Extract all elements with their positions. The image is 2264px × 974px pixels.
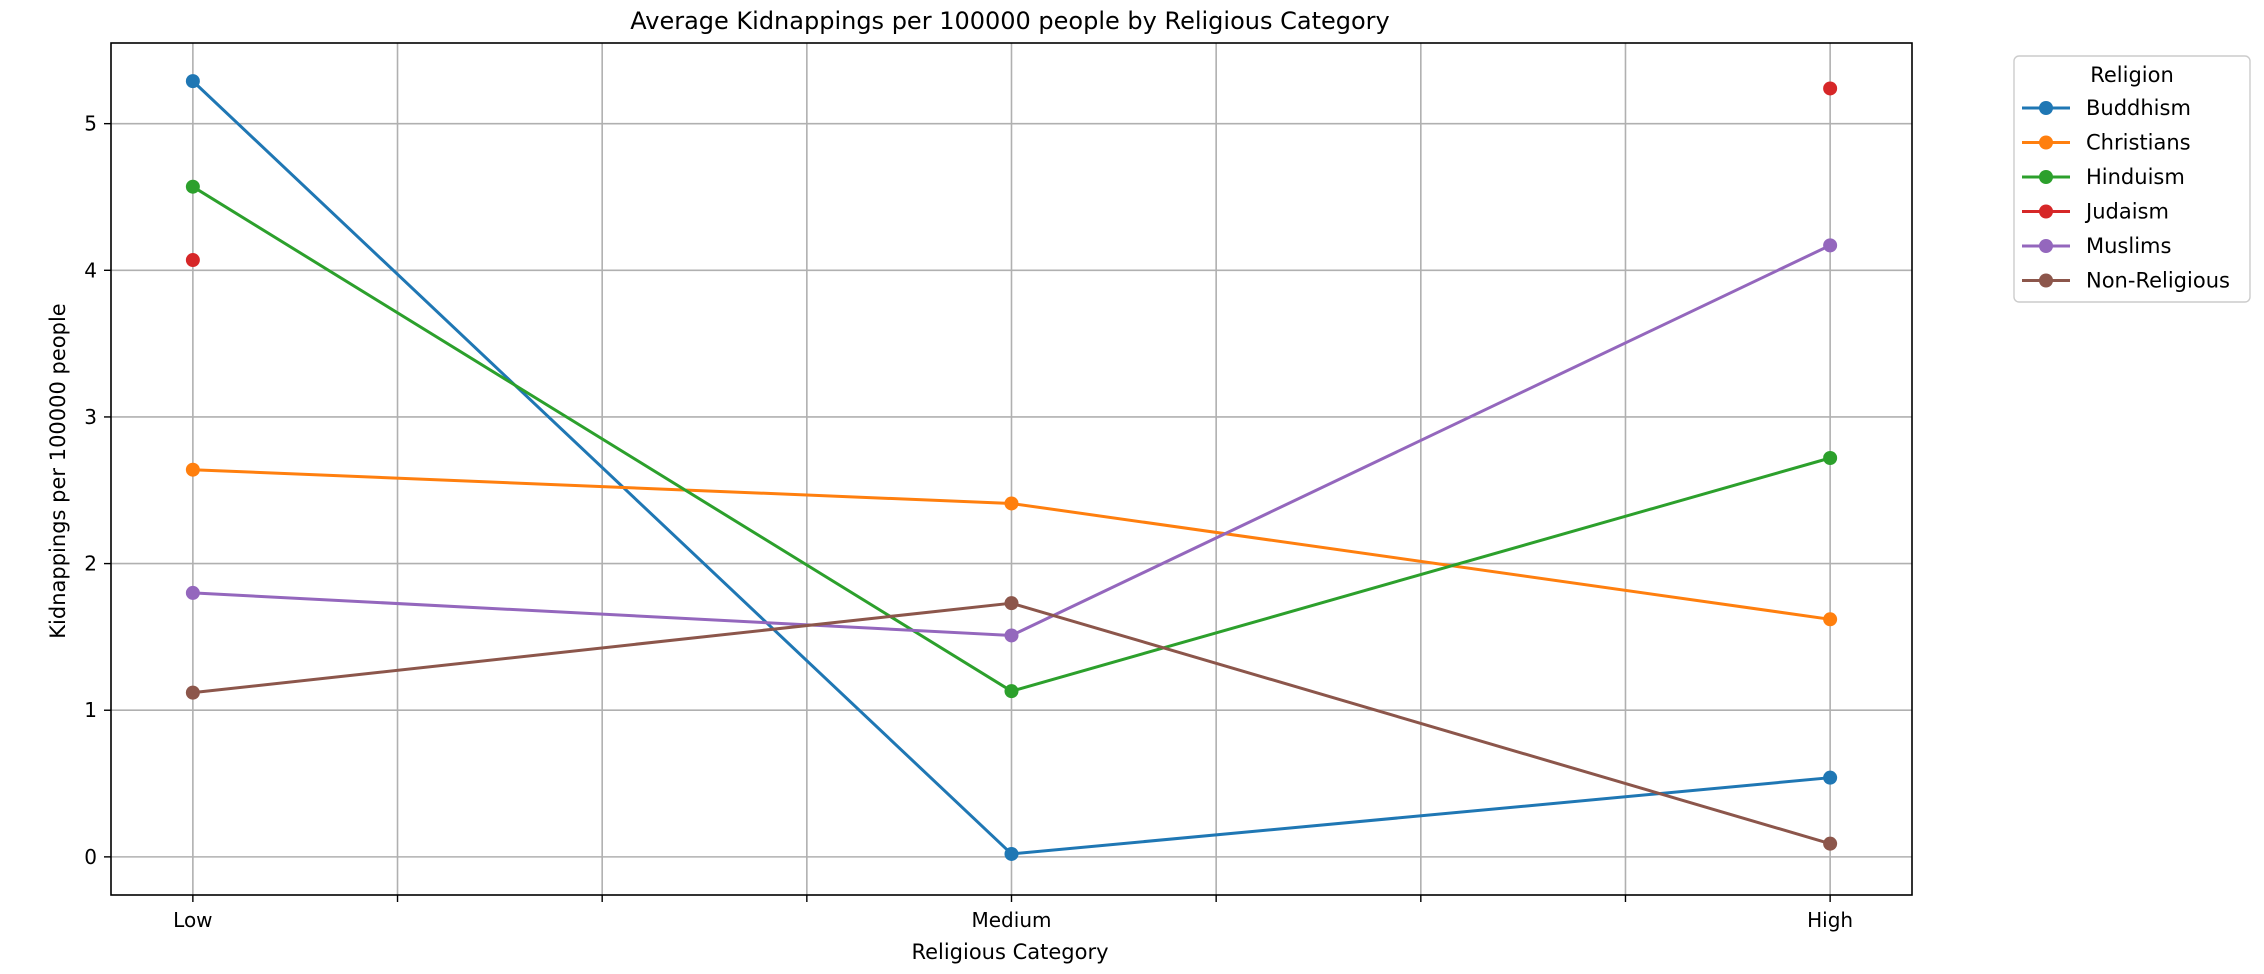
- data-point: [185, 179, 200, 194]
- plot-frame: [110, 42, 1913, 896]
- legend-entry: Hinduism: [2022, 165, 2185, 189]
- x-tick-label: Medium: [972, 908, 1052, 932]
- series-line-segment: [191, 591, 1013, 637]
- y-tick-label: 3: [84, 405, 97, 429]
- legend-marker: [2039, 170, 2053, 184]
- data-point: [1004, 684, 1019, 699]
- legend-label: Christians: [2086, 131, 2191, 155]
- series-line-segment: [191, 468, 1013, 505]
- legend-label: Muslims: [2086, 234, 2171, 258]
- data-point: [1823, 612, 1838, 627]
- legend-frame: [2013, 55, 2251, 303]
- series-muslims: [185, 238, 1838, 643]
- legend-marker: [2039, 273, 2053, 288]
- series-hinduism: [185, 179, 1838, 699]
- data-point: [1823, 770, 1838, 785]
- data-point: [1004, 628, 1019, 643]
- series-line-segment: [1010, 243, 1832, 637]
- legend-label: Judaism: [2084, 200, 2169, 224]
- chart-title: Average Kidnappings per 100000 people by…: [630, 7, 1390, 35]
- series-line-segment: [191, 79, 1013, 856]
- legend-marker: [2039, 239, 2053, 253]
- series-line-segment: [191, 185, 1013, 693]
- legend-entry: Christians: [2022, 131, 2191, 155]
- data-point: [185, 74, 200, 89]
- series-line-segment: [1010, 776, 1832, 856]
- series-buddhism: [185, 74, 1838, 861]
- data-point: [1004, 596, 1019, 611]
- data-point: [1823, 238, 1838, 253]
- legend-marker: [2039, 135, 2053, 150]
- legend-marker: [2039, 101, 2053, 115]
- series-line-segment: [1010, 501, 1832, 621]
- legend: Religion Buddhism Christians Hinduism Judai…: [2013, 55, 2251, 303]
- series-line-segment: [1010, 456, 1832, 693]
- x-tick-label: Low: [173, 908, 212, 932]
- data-point: [185, 685, 200, 700]
- data-point: [185, 462, 200, 477]
- legend-label: Non-Religious: [2086, 269, 2230, 293]
- series-judaism: [185, 81, 1838, 268]
- y-tick-label: 4: [84, 258, 97, 282]
- data-point: [1004, 846, 1019, 861]
- data-point: [1823, 451, 1838, 466]
- y-tick-label: 5: [84, 112, 97, 136]
- legend-label: Buddhism: [2086, 96, 2191, 120]
- legend-entry: Judaism: [2022, 200, 2169, 224]
- series-non-religious: [185, 596, 1838, 851]
- y-axis-label: Kidnappings per 100000 people: [46, 303, 70, 638]
- y-tick-label: 2: [84, 552, 97, 576]
- data-point: [1823, 81, 1838, 96]
- axes: 0 1 2 3 4 5 Low Medium High: [84, 42, 1913, 932]
- legend-label: Hinduism: [2086, 165, 2185, 189]
- legend-entry: Muslims: [2022, 234, 2171, 258]
- data-point: [185, 253, 200, 268]
- data-point: [1823, 836, 1838, 851]
- legend-entry: Buddhism: [2022, 96, 2191, 120]
- series-christians: [185, 462, 1838, 627]
- x-axis-label: Religious Category: [911, 940, 1108, 964]
- y-tick-label: 0: [84, 845, 97, 869]
- data-point: [185, 585, 200, 600]
- series-line-segment: [1010, 601, 1832, 846]
- data-point: [1004, 496, 1019, 511]
- x-tick-label: High: [1807, 908, 1853, 932]
- y-tick-label: 1: [84, 698, 97, 722]
- legend-marker: [2039, 204, 2053, 219]
- grid: [111, 43, 1912, 895]
- series-group: [185, 74, 1838, 861]
- series-line-segment: [191, 601, 1013, 695]
- legend-entry: Non-Religious: [2022, 269, 2230, 293]
- legend-title: Religion: [2090, 63, 2174, 87]
